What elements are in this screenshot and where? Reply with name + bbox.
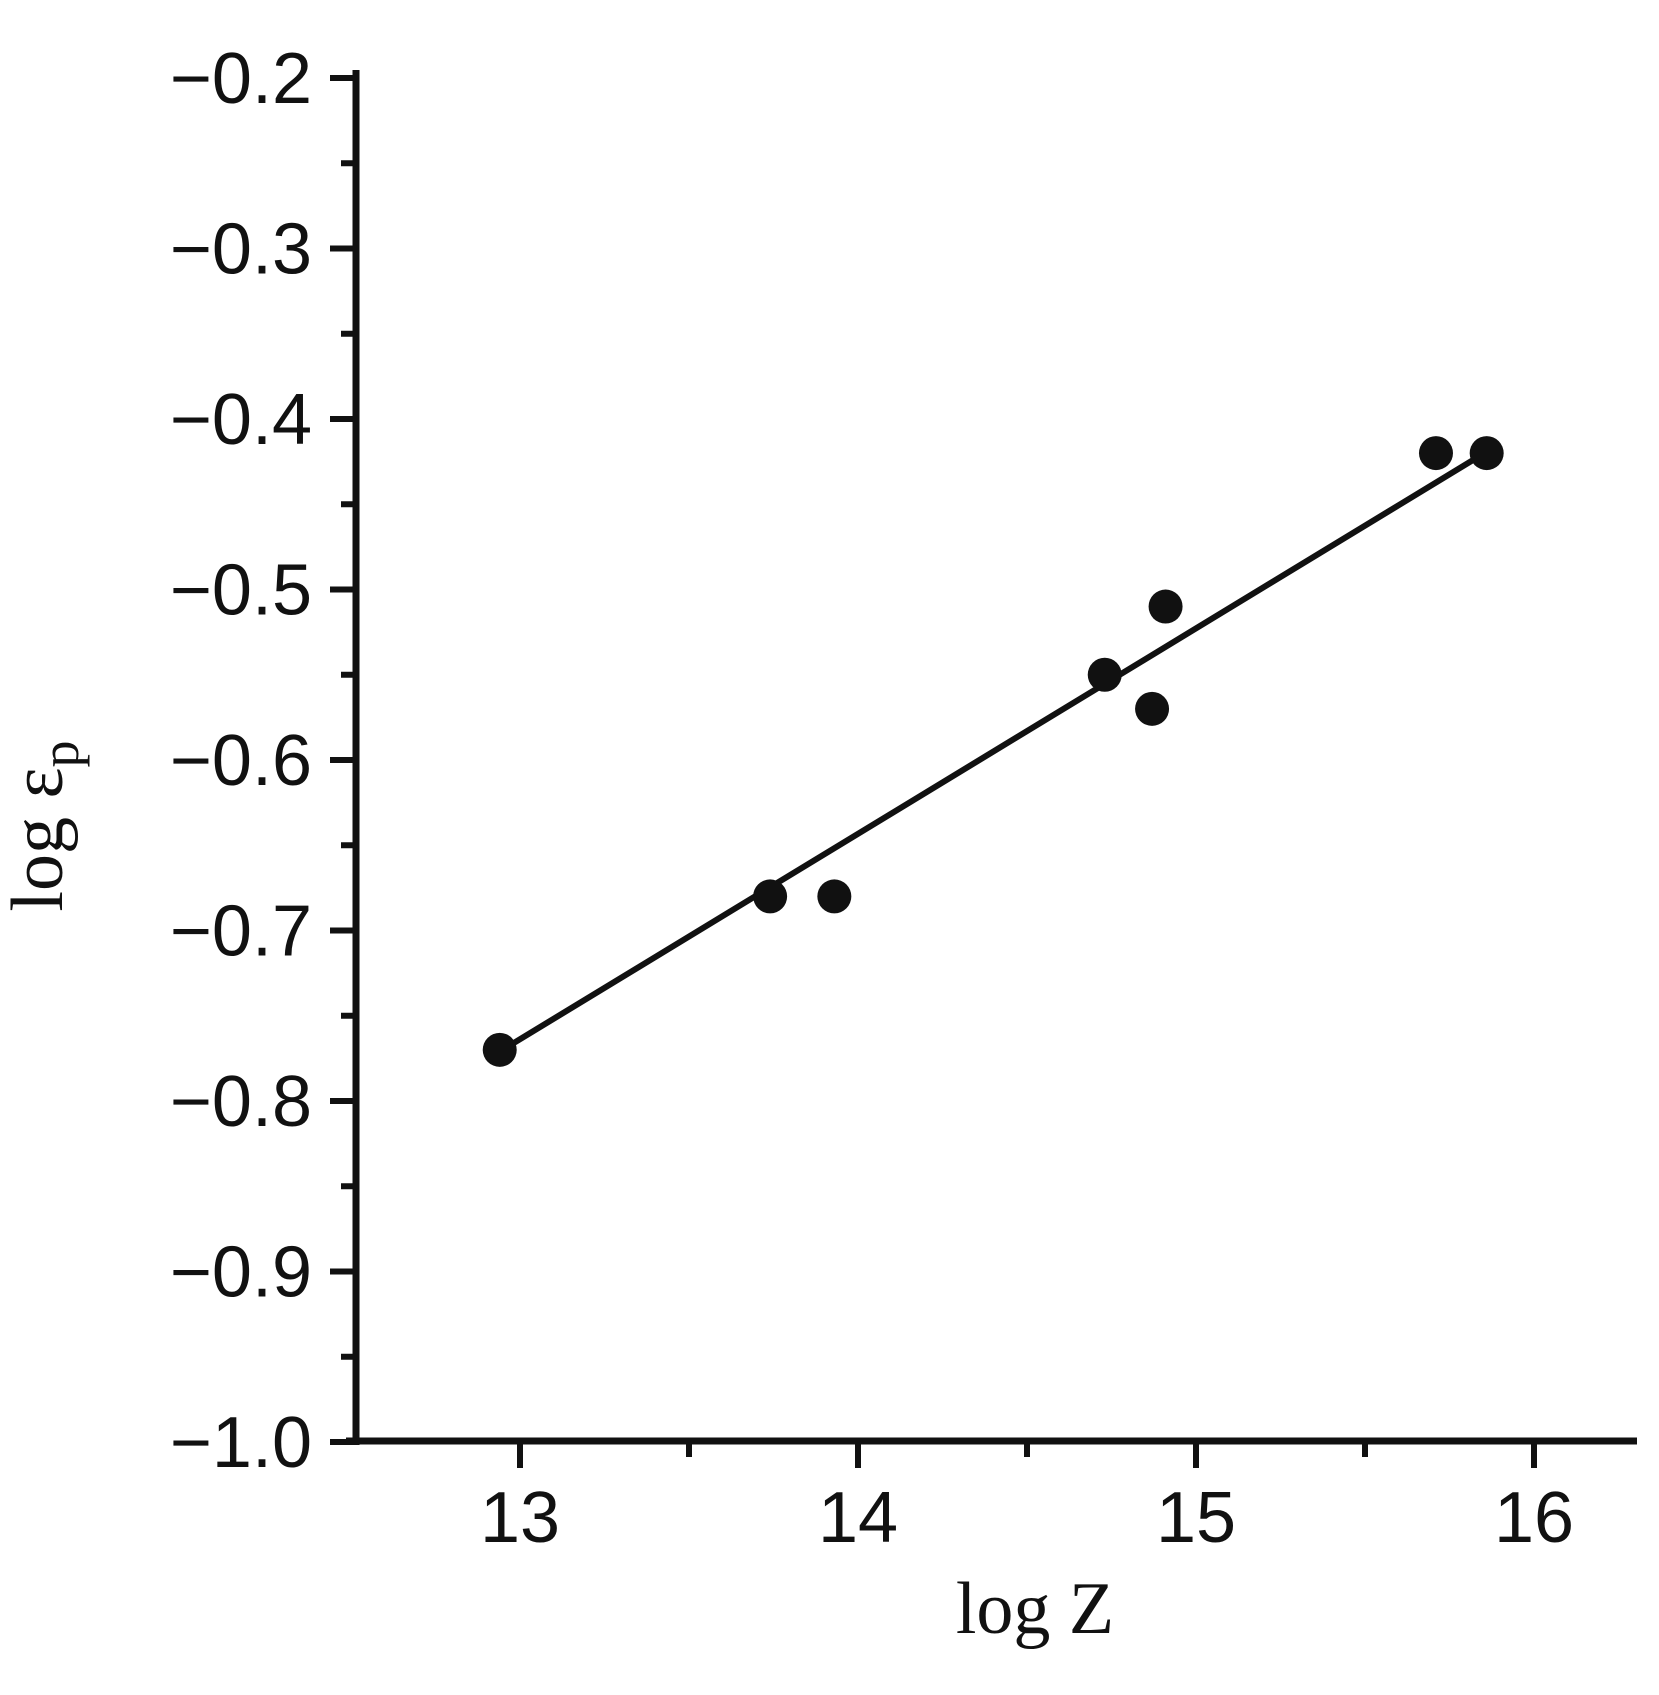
y-axis-title: log εp — [0, 740, 90, 911]
y-tick-label: −1.0 — [170, 1403, 312, 1483]
y-tick-label: −0.9 — [170, 1233, 312, 1313]
x-axis-title: log Z — [956, 1568, 1114, 1650]
y-tick-label: −0.2 — [170, 39, 312, 119]
fit-line — [496, 456, 1477, 1055]
data-point — [1087, 657, 1122, 692]
y-tick-label: −0.8 — [170, 1062, 312, 1142]
y-tick-label: −0.7 — [170, 892, 312, 972]
x-tick-label: 16 — [1494, 1478, 1574, 1558]
data-point — [1418, 436, 1453, 471]
y-tick-label: −0.4 — [170, 380, 312, 460]
x-tick-label: 15 — [1156, 1478, 1236, 1558]
data-point — [753, 879, 788, 914]
y-tick-label: −0.5 — [170, 551, 312, 631]
y-tick-label: −0.6 — [170, 721, 312, 801]
data-point — [482, 1032, 517, 1067]
data-point — [1148, 589, 1183, 624]
data-point — [1469, 436, 1504, 471]
x-tick-label: 13 — [480, 1478, 560, 1558]
data-point — [817, 879, 852, 914]
y-tick-label: −0.3 — [170, 210, 312, 290]
x-tick-label: 14 — [818, 1478, 898, 1558]
data-point — [1135, 691, 1170, 726]
